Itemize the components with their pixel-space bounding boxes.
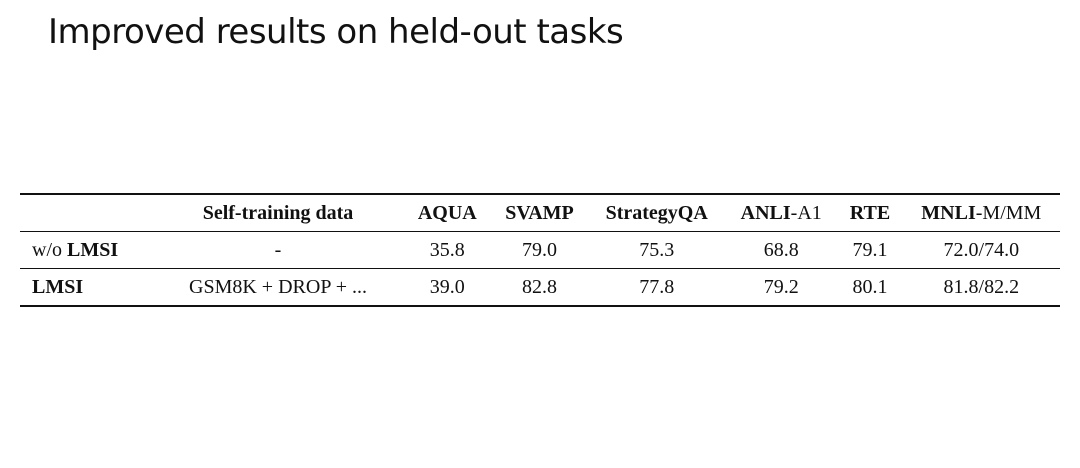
header-method [20,194,152,232]
header-rte: RTE [849,201,891,224]
header-aqua: AQUA [417,201,477,224]
table-cell: 77.8 [639,275,675,298]
table-cell: 72.0/74.0 [943,238,1020,261]
header-anli-a1: ANLI-A1 [740,201,822,224]
table-cell: 80.1 [852,275,888,298]
table-header-row: Self-training data AQUA SVAMP StrategyQA… [20,194,1060,232]
table-cell: 75.3 [639,238,675,261]
table-cell: 79.1 [852,238,888,261]
table-cell: 35.8 [429,238,465,261]
table-cell: 79.0 [521,238,557,261]
results-table: Self-training data AQUA SVAMP StrategyQA… [20,193,1060,307]
table-row: LMSI GSM8K + DROP + ... 39.0 82.8 77.8 7… [20,269,1060,306]
table-cell: 82.8 [521,275,557,298]
table-cell: 39.0 [429,275,465,298]
header-strategyqa: StrategyQA [605,201,708,224]
header-svamp: SVAMP [505,201,574,224]
table-cell: 79.2 [763,275,799,298]
row-method: w/o LMSI [32,238,119,261]
slide-title: Improved results on held-out tasks [48,12,624,52]
table-cell: GSM8K + DROP + ... [189,275,367,298]
table-cell: - [274,238,282,261]
header-self-training-data: Self-training data [202,201,354,224]
row-method: LMSI [32,275,84,298]
table-cell: 81.8/82.2 [943,275,1020,298]
table-cell: 68.8 [763,238,799,261]
header-mnli: MNLI-M/MM [921,201,1042,224]
table-row: w/o LMSI - 35.8 79.0 75.3 68.8 79.1 72.0… [20,232,1060,269]
